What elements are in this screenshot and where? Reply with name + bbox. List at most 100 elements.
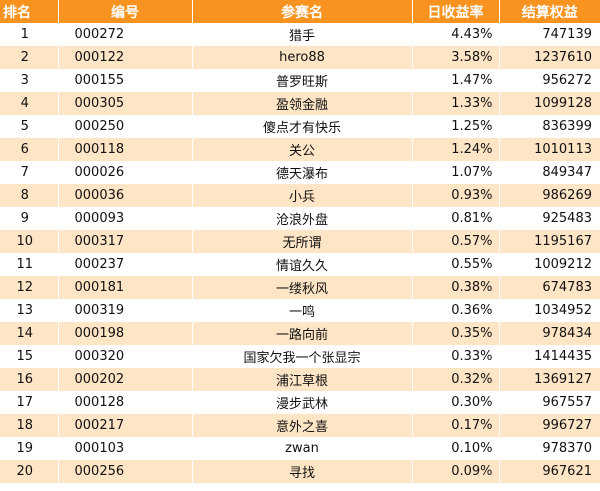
code-cell: 000256 xyxy=(58,460,193,483)
rank-cell: 6 xyxy=(0,138,59,161)
code-cell: 000093 xyxy=(58,207,193,230)
equity-cell: 1034952 xyxy=(499,299,600,322)
equity-cell: 836399 xyxy=(499,115,600,138)
name-cell: zwan xyxy=(192,437,413,460)
rank-cell: 7 xyxy=(0,161,59,184)
equity-cell: 1369127 xyxy=(499,368,600,391)
code-cell: 000118 xyxy=(58,138,193,161)
table-row: 15 000320 国家欠我一个张显宗 0.33% 1414435 xyxy=(0,345,600,368)
rank-cell: 17 xyxy=(0,391,59,414)
code-cell: 000198 xyxy=(58,322,193,345)
name-cell: hero88 xyxy=(192,46,413,69)
table-row: 4 000305 盈领金融 1.33% 1099128 xyxy=(0,92,600,115)
code-cell: 000155 xyxy=(58,69,193,92)
rate-cell: 0.55% xyxy=(412,253,500,276)
rank-cell: 11 xyxy=(0,253,59,276)
rank-cell: 9 xyxy=(0,207,59,230)
rank-cell: 12 xyxy=(0,276,59,299)
rate-cell: 0.36% xyxy=(412,299,500,322)
rate-cell: 4.43% xyxy=(412,23,500,46)
code-cell: 000128 xyxy=(58,391,193,414)
rate-cell: 0.33% xyxy=(412,345,500,368)
code-cell: 000305 xyxy=(58,92,193,115)
name-cell: 漫步武林 xyxy=(192,391,413,414)
name-cell: 普罗旺斯 xyxy=(192,69,413,92)
rate-cell: 0.93% xyxy=(412,184,500,207)
equity-cell: 747139 xyxy=(499,23,600,46)
header-rank: 排名 xyxy=(0,0,59,23)
equity-cell: 956272 xyxy=(499,69,600,92)
name-cell: 傻点才有快乐 xyxy=(192,115,413,138)
table-row: 14 000198 一路向前 0.35% 978434 xyxy=(0,322,600,345)
table-row: 10 000317 无所谓 0.57% 1195167 xyxy=(0,230,600,253)
rank-cell: 14 xyxy=(0,322,59,345)
table-row: 18 000217 意外之喜 0.17% 996727 xyxy=(0,414,600,437)
header-code: 编号 xyxy=(58,0,193,23)
table-row: 5 000250 傻点才有快乐 1.25% 836399 xyxy=(0,115,600,138)
rate-cell: 0.35% xyxy=(412,322,500,345)
rank-cell: 2 xyxy=(0,46,59,69)
table-row: 17 000128 漫步武林 0.30% 967557 xyxy=(0,391,600,414)
rank-cell: 15 xyxy=(0,345,59,368)
name-cell: 浦江草根 xyxy=(192,368,413,391)
equity-cell: 996727 xyxy=(499,414,600,437)
equity-cell: 1010113 xyxy=(499,138,600,161)
name-cell: 无所谓 xyxy=(192,230,413,253)
rank-cell: 19 xyxy=(0,437,59,460)
code-cell: 000319 xyxy=(58,299,193,322)
equity-cell: 1099128 xyxy=(499,92,600,115)
rate-cell: 0.17% xyxy=(412,414,500,437)
table-row: 19 000103 zwan 0.10% 978370 xyxy=(0,437,600,460)
equity-cell: 674783 xyxy=(499,276,600,299)
name-cell: 一路向前 xyxy=(192,322,413,345)
rate-cell: 0.81% xyxy=(412,207,500,230)
code-cell: 000217 xyxy=(58,414,193,437)
table-row: 11 000237 情谊久久 0.55% 1009212 xyxy=(0,253,600,276)
code-cell: 000250 xyxy=(58,115,193,138)
equity-cell: 1237610 xyxy=(499,46,600,69)
rate-cell: 1.25% xyxy=(412,115,500,138)
rate-cell: 0.10% xyxy=(412,437,500,460)
table-row: 6 000118 关公 1.24% 1010113 xyxy=(0,138,600,161)
table-row: 9 000093 沧浪外盘 0.81% 925483 xyxy=(0,207,600,230)
code-cell: 000237 xyxy=(58,253,193,276)
table-body: 1 000272 猎手 4.43% 747139 2 000122 hero88 3.58% 12… xyxy=(0,23,600,483)
equity-cell: 967557 xyxy=(499,391,600,414)
name-cell: 沧浪外盘 xyxy=(192,207,413,230)
rank-cell: 10 xyxy=(0,230,59,253)
rank-cell: 5 xyxy=(0,115,59,138)
code-cell: 000181 xyxy=(58,276,193,299)
rank-cell: 1 xyxy=(0,23,59,46)
name-cell: 国家欠我一个张显宗 xyxy=(192,345,413,368)
rate-cell: 1.33% xyxy=(412,92,500,115)
code-cell: 000103 xyxy=(58,437,193,460)
name-cell: 关公 xyxy=(192,138,413,161)
table-row: 3 000155 普罗旺斯 1.47% 956272 xyxy=(0,69,600,92)
header-daily-rate: 日收益率 xyxy=(412,0,500,23)
equity-cell: 849347 xyxy=(499,161,600,184)
equity-cell: 986269 xyxy=(499,184,600,207)
header-name: 参赛名 xyxy=(192,0,413,23)
equity-cell: 978370 xyxy=(499,437,600,460)
rank-cell: 18 xyxy=(0,414,59,437)
rate-cell: 3.58% xyxy=(412,46,500,69)
name-cell: 德天瀑布 xyxy=(192,161,413,184)
table-row: 2 000122 hero88 3.58% 1237610 xyxy=(0,46,600,69)
rank-cell: 8 xyxy=(0,184,59,207)
table-row: 16 000202 浦江草根 0.32% 1369127 xyxy=(0,368,600,391)
name-cell: 猎手 xyxy=(192,23,413,46)
name-cell: 寻找 xyxy=(192,460,413,483)
rate-cell: 0.57% xyxy=(412,230,500,253)
code-cell: 000122 xyxy=(58,46,193,69)
rate-cell: 1.47% xyxy=(412,69,500,92)
table-header: 排名 编号 参赛名 日收益率 结算权益 xyxy=(0,0,600,23)
table-row: 8 000036 小兵 0.93% 986269 xyxy=(0,184,600,207)
header-row: 排名 编号 参赛名 日收益率 结算权益 xyxy=(0,0,600,23)
table-row: 7 000026 德天瀑布 1.07% 849347 xyxy=(0,161,600,184)
rate-cell: 0.38% xyxy=(412,276,500,299)
table-row: 20 000256 寻找 0.09% 967621 xyxy=(0,460,600,483)
rank-cell: 4 xyxy=(0,92,59,115)
name-cell: 一缕秋风 xyxy=(192,276,413,299)
code-cell: 000026 xyxy=(58,161,193,184)
